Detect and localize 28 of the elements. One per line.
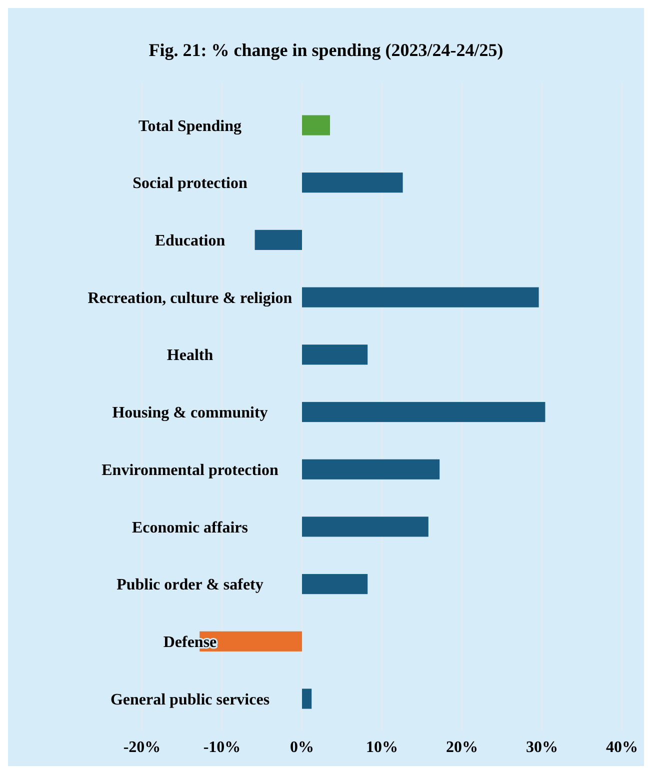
- x-tick-label: -10%: [203, 739, 241, 756]
- y-tick-label: Education: [154, 232, 226, 250]
- bar: [302, 402, 546, 422]
- bar: [302, 115, 330, 136]
- x-tick-label: -20%: [123, 739, 161, 756]
- bar: [302, 459, 440, 480]
- y-tick-label: Total Spending: [138, 118, 242, 135]
- x-tick-label: 10%: [366, 739, 398, 756]
- bar: [254, 230, 302, 250]
- bar: [302, 172, 403, 193]
- chart-title: Fig. 21: % change in spending (2023/24-24/25): [148, 40, 504, 60]
- bar: [302, 287, 539, 308]
- x-tick-label: 40%: [606, 739, 638, 756]
- y-tick-label: Public order & safety: [116, 576, 264, 594]
- y-tick-label: Health: [166, 347, 214, 364]
- y-tick-label: Environmental protection: [102, 462, 278, 479]
- y-tick-label: Economic affairs: [132, 519, 248, 536]
- x-tick-label: 30%: [526, 739, 558, 756]
- y-tick-label: Social protection: [132, 175, 248, 192]
- bar: [302, 344, 368, 365]
- y-tick-label: Housing & community: [112, 404, 268, 422]
- bar: [302, 688, 312, 709]
- bar: [302, 574, 368, 594]
- y-tick-label: General public services: [110, 691, 270, 708]
- bar: [302, 516, 428, 537]
- y-tick-label: Recreation, culture & religion: [88, 290, 292, 307]
- x-tick-label: 0%: [290, 739, 314, 756]
- x-tick-label: 20%: [446, 739, 478, 756]
